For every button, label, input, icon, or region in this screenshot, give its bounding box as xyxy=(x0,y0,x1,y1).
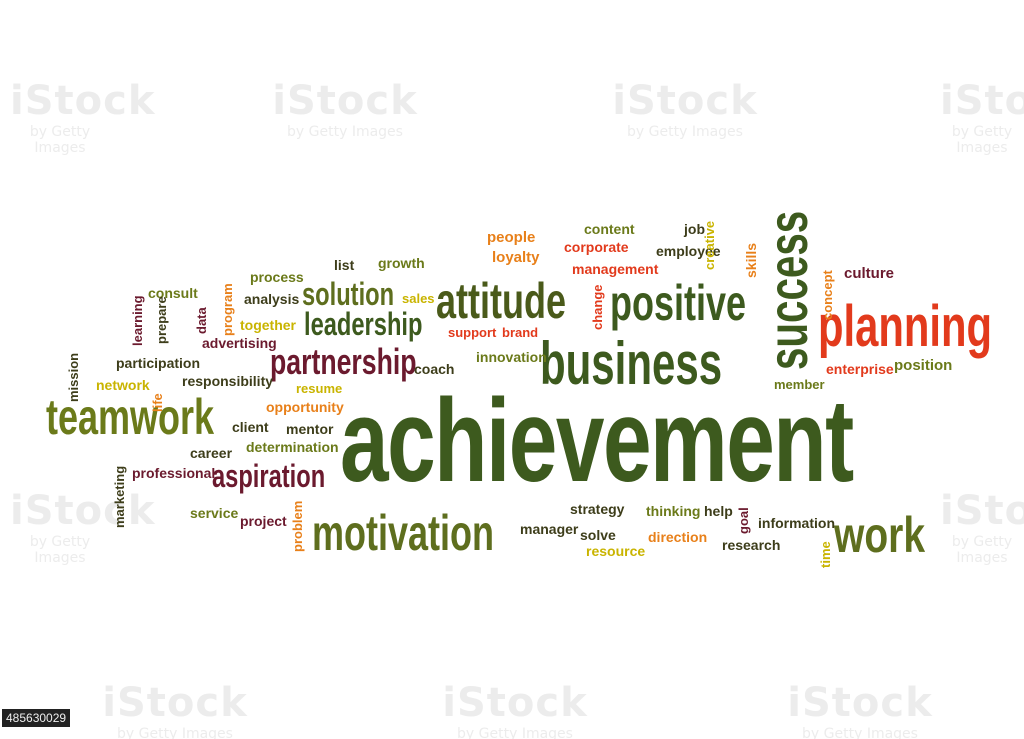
word-achievement: achievement xyxy=(340,375,854,507)
stock-image-id: 485630029 xyxy=(2,709,71,727)
word-success: success xyxy=(756,210,819,370)
word-resume: resume xyxy=(296,381,343,396)
word-service: service xyxy=(190,505,239,521)
word-professional: professional xyxy=(132,465,216,481)
word-goal: goal xyxy=(736,507,751,534)
word-support: support xyxy=(448,325,497,340)
word-analysis: analysis xyxy=(244,291,300,307)
word-career: career xyxy=(190,445,233,461)
word-direction: direction xyxy=(648,529,708,545)
word-life: life xyxy=(150,393,165,412)
word-sales: sales xyxy=(402,291,435,306)
word-client: client xyxy=(232,419,269,435)
word-content: content xyxy=(584,221,635,237)
word-loyalty: loyalty xyxy=(492,249,540,266)
word-project: project xyxy=(240,513,287,529)
word-coach: coach xyxy=(414,361,455,377)
word-planning: planning xyxy=(818,294,992,359)
word-mission: mission xyxy=(66,352,81,402)
word-list: list xyxy=(334,257,355,273)
word-data: data xyxy=(194,307,209,334)
word-mentor: mentor xyxy=(286,421,334,437)
word-member: member xyxy=(774,377,825,392)
word-research: research xyxy=(722,537,781,553)
word-position: position xyxy=(894,357,953,374)
word-advertising: advertising xyxy=(202,335,277,351)
word-innovation: innovation xyxy=(476,349,547,365)
word-culture: culture xyxy=(844,265,895,282)
word-resource: resource xyxy=(586,543,646,559)
word-participation: participation xyxy=(116,355,201,371)
word-help: help xyxy=(704,503,733,519)
word-work: work xyxy=(834,507,926,563)
word-change: change xyxy=(590,284,605,330)
word-prepare: prepare xyxy=(154,296,169,344)
word-skills: skills xyxy=(743,242,759,278)
word-leadership: leadership xyxy=(304,306,423,342)
word-responsibility: responsibility xyxy=(182,373,274,389)
word-information: information xyxy=(758,515,835,531)
word-brand: brand xyxy=(502,325,539,340)
word-solution: solution xyxy=(302,276,395,312)
word-together: together xyxy=(240,317,296,333)
word-growth: growth xyxy=(378,255,425,271)
word-strategy: strategy xyxy=(570,501,625,517)
word-teamwork: teamwork xyxy=(46,389,215,445)
word-problem: problem xyxy=(290,500,305,552)
word-job: job xyxy=(684,221,705,237)
word-business: business xyxy=(540,330,723,397)
word-consult: consult xyxy=(148,285,198,301)
word-learning: learning xyxy=(130,295,145,346)
word-creative: creative xyxy=(702,220,717,270)
word-partnership: partnership xyxy=(270,341,417,382)
word-positive: positive xyxy=(610,275,747,331)
word-aspiration: aspiration xyxy=(212,458,326,494)
word-corporate: corporate xyxy=(564,239,629,255)
word-time: time xyxy=(818,541,833,568)
word-attitude: attitude xyxy=(436,273,566,329)
word-manager: manager xyxy=(520,521,579,537)
word-network: network xyxy=(96,377,150,393)
word-process: process xyxy=(250,269,304,285)
word-determination: determination xyxy=(246,439,339,455)
word-marketing: marketing xyxy=(112,465,127,528)
word-thinking: thinking xyxy=(646,503,701,519)
word-management: management xyxy=(572,261,659,277)
word-opportunity: opportunity xyxy=(266,399,344,415)
word-people: people xyxy=(487,229,536,246)
word-employee: employee xyxy=(656,243,721,259)
word-motivation: motivation xyxy=(312,505,495,561)
word-solve: solve xyxy=(580,527,616,543)
word-concept: concept xyxy=(820,270,835,320)
word-enterprise: enterprise xyxy=(826,361,894,377)
word-program: program xyxy=(220,283,235,336)
